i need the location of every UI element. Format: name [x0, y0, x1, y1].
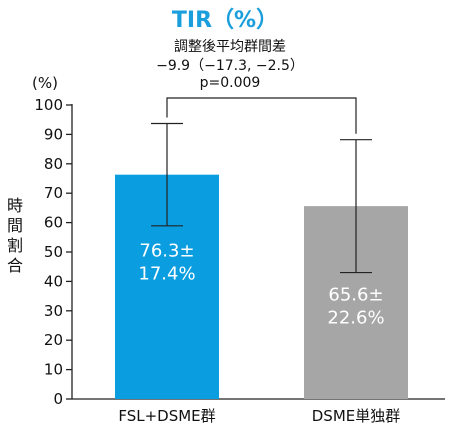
difference-label: 調整後平均群間差 — [174, 39, 286, 55]
category-label: FSL+DSME群 — [118, 407, 215, 425]
category-label: DSME単独群 — [312, 407, 401, 425]
y-tick-label: 100 — [34, 96, 63, 114]
chart-title: TIR（%） — [171, 8, 279, 33]
difference-value: −9.9（−17.3, −2.5） — [156, 58, 304, 74]
y-tick-label: 0 — [53, 390, 63, 408]
y-tick-label: 50 — [44, 243, 63, 261]
y-unit: (%) — [32, 74, 58, 92]
y-tick-label: 10 — [44, 361, 63, 379]
y-tick-label: 60 — [44, 214, 63, 232]
p-value: p=0.009 — [199, 75, 261, 91]
y-tick-label: 70 — [44, 184, 63, 202]
y-axis-label: 時間割合 — [6, 196, 23, 275]
data-label: 76.3± — [139, 240, 194, 261]
y-tick-label: 80 — [44, 155, 63, 173]
y-tick-label: 90 — [44, 125, 63, 143]
y-tick-label: 20 — [44, 331, 63, 349]
significance-bracket — [166, 97, 357, 134]
y-tick-label: 30 — [44, 302, 63, 320]
y-tick-label: 40 — [44, 272, 63, 290]
data-label: 22.6% — [327, 308, 384, 329]
data-label: 17.4% — [138, 263, 195, 284]
data-label: 65.6± — [328, 285, 383, 306]
